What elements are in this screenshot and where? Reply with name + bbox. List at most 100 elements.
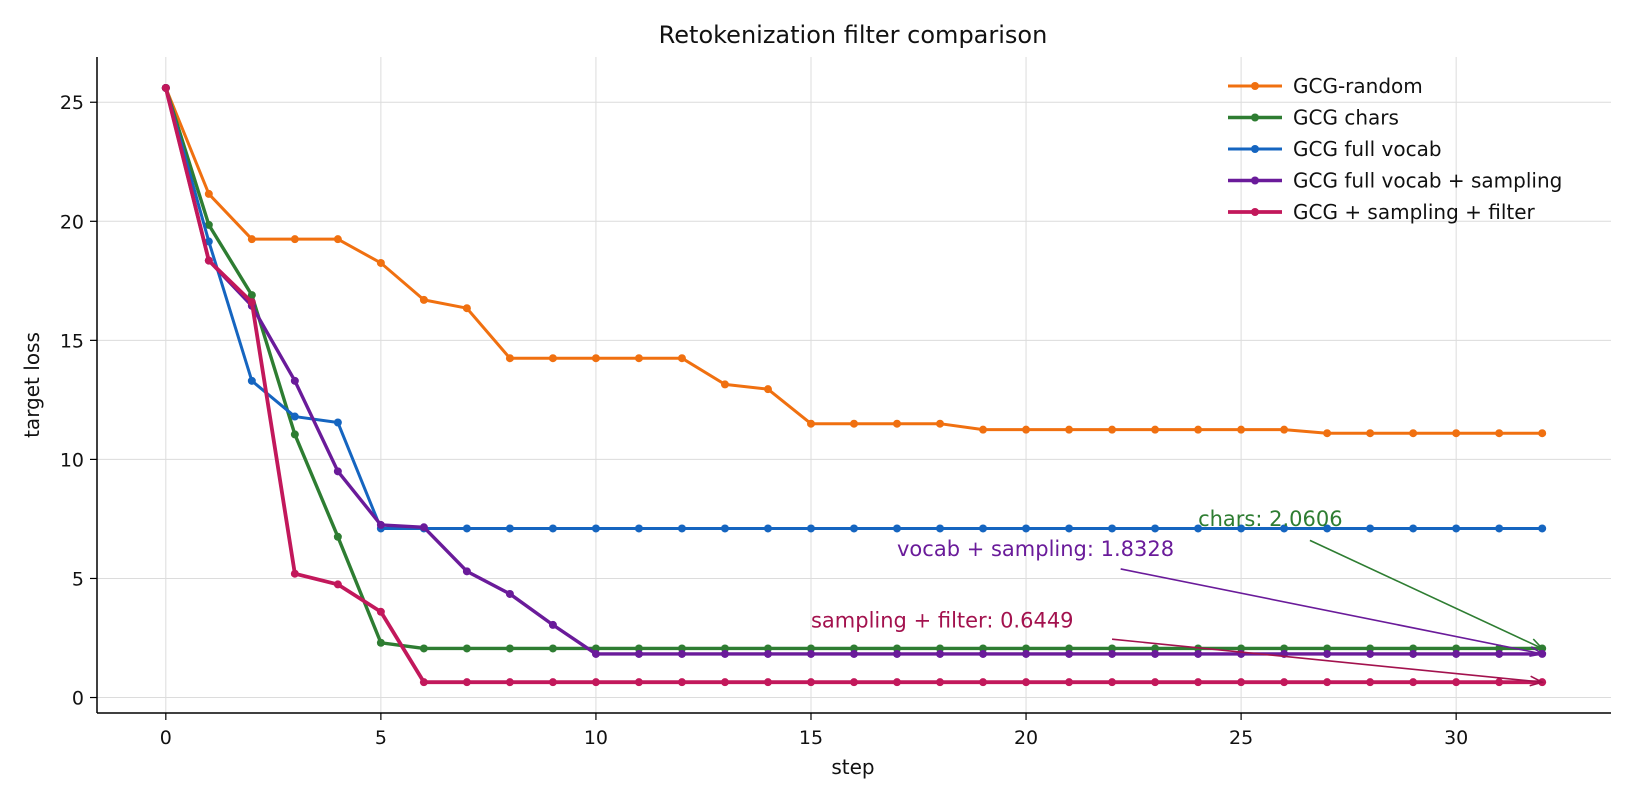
data-point	[505, 589, 514, 598]
data-point	[1151, 644, 1160, 653]
data-point	[204, 189, 213, 198]
data-point	[893, 644, 902, 653]
data-point	[1280, 524, 1289, 533]
data-point	[979, 644, 988, 653]
data-point	[1452, 644, 1461, 653]
data-point	[677, 524, 686, 533]
data-point	[677, 644, 686, 653]
data-point	[505, 354, 514, 363]
data-point	[763, 524, 772, 533]
data-point	[634, 524, 643, 533]
x-tick-label: 15	[799, 727, 823, 749]
data-point	[677, 354, 686, 363]
data-point	[936, 644, 945, 653]
data-point	[333, 580, 342, 589]
data-point	[548, 678, 557, 687]
data-point	[591, 524, 600, 533]
data-point	[806, 678, 815, 687]
data-point	[1280, 678, 1289, 687]
data-point	[634, 644, 643, 653]
data-point	[290, 430, 299, 439]
legend: GCG-random GCG chars GCG full vocab GCG ful…	[1228, 74, 1562, 224]
data-point	[1538, 429, 1547, 438]
data-point	[505, 524, 514, 533]
data-point	[1452, 429, 1461, 438]
annotation-label: vocab + sampling: 1.8328	[897, 537, 1174, 561]
data-point	[1065, 524, 1074, 533]
data-point	[1194, 649, 1203, 658]
data-point	[247, 298, 256, 307]
data-point	[1409, 524, 1418, 533]
data-point	[505, 644, 514, 653]
data-point	[1409, 678, 1418, 687]
data-point	[1194, 678, 1203, 687]
data-point	[419, 295, 428, 304]
data-point	[1366, 678, 1375, 687]
annotations: chars: 2.0606 vocab + sampling: 1.8328 sam…	[811, 507, 1545, 687]
data-point	[1022, 524, 1031, 533]
data-point	[936, 649, 945, 658]
data-point	[1022, 678, 1031, 687]
data-point	[1323, 524, 1332, 533]
data-point	[720, 644, 729, 653]
data-point	[763, 649, 772, 658]
legend-entry: GCG full vocab	[1228, 137, 1442, 161]
chart-title: Retokenization filter comparison	[659, 21, 1048, 49]
data-point	[247, 291, 256, 300]
y-tick-label: 15	[60, 330, 84, 352]
annotation-label: sampling + filter: 0.6449	[811, 608, 1074, 632]
data-point	[1495, 429, 1504, 438]
annotation-label: chars: 2.0606	[1198, 507, 1343, 531]
data-point	[806, 524, 815, 533]
data-point	[1065, 649, 1074, 658]
data-point	[1151, 649, 1160, 658]
series-gcg-random	[161, 83, 1547, 438]
data-point	[1409, 644, 1418, 653]
data-point	[1409, 429, 1418, 438]
data-point	[419, 523, 428, 532]
x-tick-label: 30	[1444, 727, 1468, 749]
legend-swatch-marker	[1251, 113, 1259, 122]
x-tick-label: 0	[160, 727, 172, 749]
annotation-arrow	[1120, 568, 1543, 655]
data-point	[720, 649, 729, 658]
data-point	[979, 649, 988, 658]
data-point	[591, 644, 600, 653]
data-point	[806, 649, 815, 658]
data-point	[850, 649, 858, 658]
data-point	[893, 524, 902, 533]
data-point	[333, 235, 342, 244]
data-point	[462, 567, 471, 576]
annotation-arrowhead	[1529, 646, 1545, 658]
data-point	[893, 649, 902, 658]
data-point	[1108, 649, 1117, 658]
data-point	[1452, 678, 1461, 687]
data-point	[204, 237, 213, 246]
data-point	[1151, 524, 1160, 533]
data-point	[1108, 644, 1117, 653]
data-point	[1452, 649, 1461, 658]
data-point	[893, 678, 902, 687]
data-point	[1065, 678, 1074, 687]
data-point	[1194, 425, 1203, 434]
data-point	[462, 304, 471, 313]
data-point	[548, 354, 557, 363]
legend-entry: GCG chars	[1228, 106, 1399, 130]
data-point	[634, 354, 643, 363]
legend-entry: GCG full vocab + sampling	[1228, 169, 1562, 193]
x-tick-label: 10	[584, 727, 608, 749]
data-point	[1366, 644, 1375, 653]
data-point	[1323, 678, 1332, 687]
y-tick-label: 25	[60, 92, 84, 114]
data-point	[1151, 425, 1160, 434]
data-point	[548, 524, 557, 533]
grid	[97, 57, 1611, 713]
data-point	[1495, 524, 1504, 533]
legend-entry: GCG-random	[1228, 74, 1423, 98]
data-point	[1108, 524, 1117, 533]
data-point	[1280, 425, 1289, 434]
annotation-arrow	[1111, 638, 1543, 683]
data-point	[333, 467, 342, 476]
data-point	[1194, 524, 1203, 533]
data-point	[376, 520, 385, 529]
